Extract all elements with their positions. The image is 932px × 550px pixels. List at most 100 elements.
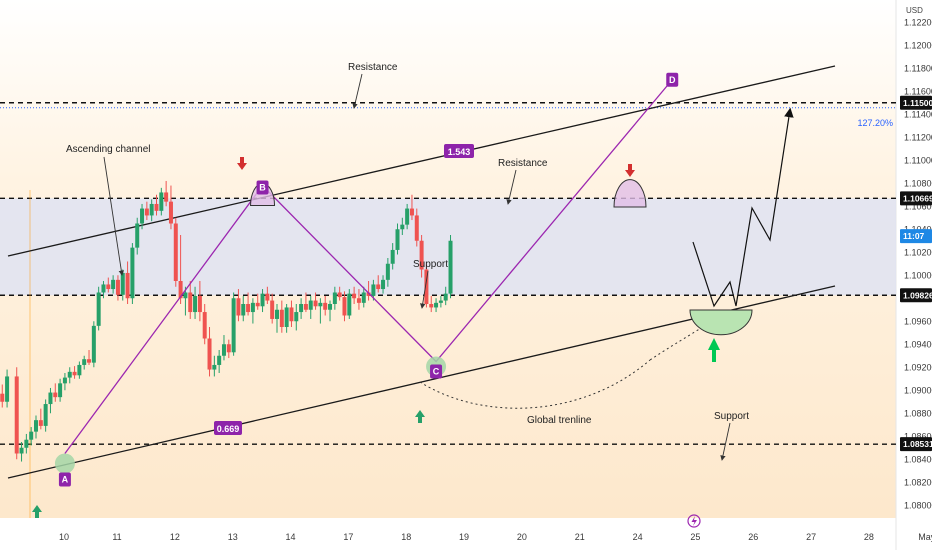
candle bbox=[144, 201, 149, 221]
candle-body bbox=[77, 364, 82, 376]
candle bbox=[443, 286, 448, 306]
candle bbox=[91, 321, 96, 368]
candle bbox=[221, 335, 226, 361]
pivot-circle-a bbox=[54, 453, 75, 474]
candle bbox=[250, 298, 255, 324]
candle bbox=[34, 415, 38, 439]
price-tag-current: 11:07 bbox=[900, 229, 932, 244]
arrow-up-large-icon bbox=[708, 338, 720, 362]
candle-body bbox=[19, 447, 24, 454]
candle-body bbox=[5, 376, 10, 402]
candle bbox=[48, 387, 53, 414]
candle bbox=[159, 187, 164, 216]
candle bbox=[395, 223, 400, 255]
candle-body bbox=[332, 292, 337, 304]
candle-body bbox=[448, 240, 453, 294]
candle-body bbox=[29, 431, 34, 440]
candle bbox=[299, 298, 304, 319]
candle bbox=[265, 286, 270, 304]
candle bbox=[289, 300, 294, 327]
candle bbox=[24, 433, 29, 454]
candle-body bbox=[347, 293, 352, 316]
candle bbox=[270, 293, 275, 324]
candle-body bbox=[241, 304, 246, 316]
candle-body bbox=[337, 292, 342, 298]
candle-body bbox=[48, 392, 53, 405]
candle bbox=[43, 399, 48, 432]
candle-body bbox=[34, 420, 38, 432]
candle-body bbox=[376, 284, 381, 290]
candle-body bbox=[289, 307, 294, 322]
candle-body bbox=[250, 302, 255, 313]
annotation-support-mid: Support bbox=[413, 259, 448, 270]
pointer-resistance-mid bbox=[506, 169, 517, 205]
candle bbox=[318, 298, 323, 324]
y-tick-label: 1.10600 bbox=[904, 201, 932, 211]
lightning-icon[interactable] bbox=[687, 514, 701, 528]
y-tick-label: 1.08000 bbox=[904, 500, 932, 510]
svg-text:0.669: 0.669 bbox=[217, 424, 240, 434]
candle-body bbox=[207, 338, 212, 370]
candle-body bbox=[443, 293, 448, 301]
candle bbox=[101, 281, 106, 299]
global-trendline-curve bbox=[419, 359, 651, 409]
candle bbox=[173, 217, 178, 287]
candle bbox=[400, 217, 405, 235]
candle-body bbox=[246, 304, 251, 313]
candle-body bbox=[275, 309, 279, 319]
annotation-resistance-top: Resistance bbox=[348, 62, 398, 73]
x-tick-label: May bbox=[918, 532, 932, 542]
candle bbox=[217, 350, 222, 373]
y-tick-label: 1.11400 bbox=[904, 109, 932, 119]
candle bbox=[188, 281, 193, 319]
candle-body bbox=[385, 263, 390, 280]
candle bbox=[409, 194, 414, 221]
candle bbox=[236, 289, 241, 322]
candle-body bbox=[409, 208, 414, 216]
price-tag-text: 1.08531 bbox=[903, 439, 932, 449]
candle-body bbox=[197, 295, 202, 313]
fib-extension-label: 127.20% bbox=[857, 118, 893, 128]
price-tag-bg bbox=[900, 437, 932, 452]
candle bbox=[328, 300, 333, 322]
y-tick-label: 1.08800 bbox=[904, 408, 932, 418]
candle-body bbox=[323, 302, 328, 310]
arrow-down-icon bbox=[237, 157, 247, 170]
candle bbox=[337, 286, 342, 301]
candle bbox=[168, 185, 173, 230]
candle-body bbox=[140, 208, 145, 224]
candle-body bbox=[72, 371, 77, 376]
candle-body bbox=[236, 298, 241, 316]
candle-body bbox=[371, 284, 376, 296]
point-label-box bbox=[58, 472, 71, 487]
candle-body bbox=[106, 284, 111, 290]
svg-text:1.543: 1.543 bbox=[448, 147, 471, 157]
candle-body bbox=[168, 201, 173, 224]
price-tag-text: 1.10669 bbox=[903, 193, 932, 203]
candle bbox=[255, 293, 260, 310]
candle bbox=[231, 292, 236, 356]
candle-body bbox=[313, 300, 318, 307]
y-tick-label: 1.10200 bbox=[904, 247, 932, 257]
point-label-a: A bbox=[58, 472, 71, 487]
candle-body bbox=[173, 223, 178, 281]
candle-body bbox=[193, 295, 198, 313]
x-tick-label: 11 bbox=[112, 532, 121, 542]
candle bbox=[438, 295, 443, 308]
y-tick-label: 1.09200 bbox=[904, 362, 932, 372]
candle bbox=[164, 180, 169, 207]
candle bbox=[178, 235, 183, 304]
candle-body bbox=[188, 292, 193, 313]
price-tag-text: 1.11500 bbox=[903, 98, 932, 108]
candle bbox=[284, 304, 289, 333]
candle bbox=[294, 304, 299, 331]
y-tick-label: 1.12000 bbox=[904, 40, 932, 50]
candle-body bbox=[96, 292, 101, 326]
x-tick-label: 28 bbox=[864, 532, 874, 542]
x-tick-label: 10 bbox=[59, 532, 69, 542]
price-tag-bg bbox=[900, 288, 932, 303]
candle-body bbox=[154, 203, 159, 211]
candle bbox=[434, 298, 439, 313]
point-label-b: B bbox=[256, 180, 269, 195]
